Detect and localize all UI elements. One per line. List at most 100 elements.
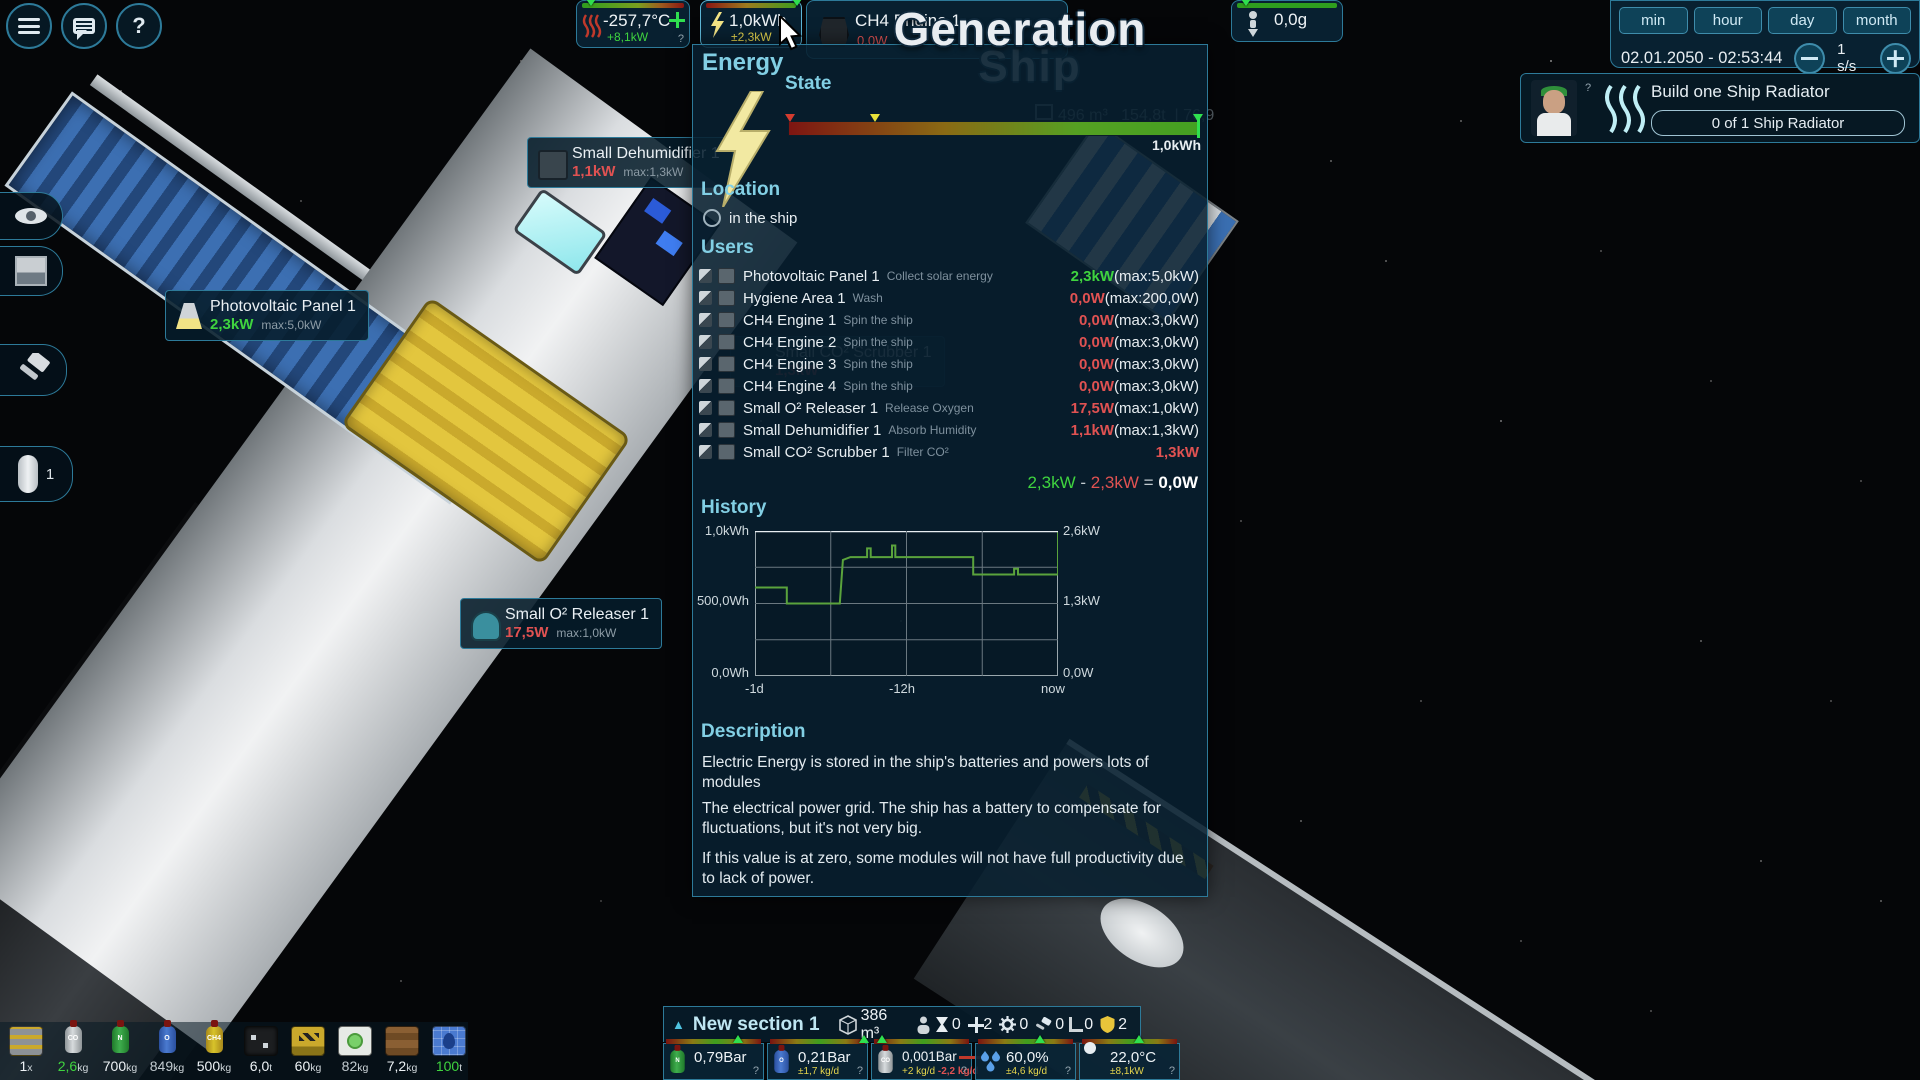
help-hint[interactable]: ? <box>752 1065 759 1077</box>
speed-increase-button[interactable] <box>1880 42 1911 74</box>
time-step-month-button[interactable]: month <box>1842 7 1911 34</box>
state-gauge <box>785 114 1203 138</box>
heat-icon <box>582 14 602 38</box>
users-heading: Users <box>701 237 754 258</box>
help-hint[interactable]: ? <box>1585 82 1592 94</box>
location-option[interactable]: in the ship <box>703 209 797 227</box>
help-button[interactable]: ? <box>116 3 162 49</box>
toolbar-build-button[interactable] <box>0 344 67 396</box>
help-hint[interactable]: ? <box>677 33 684 45</box>
menu-icon <box>18 18 40 34</box>
time-step-min-button[interactable]: min <box>1619 7 1688 34</box>
stat-rooms: 0 <box>1084 1015 1094 1033</box>
user-row[interactable]: CH4 Engine 1 Spin the ship 0,0W (max:3,0kW… <box>699 309 1199 331</box>
radio-icon <box>703 209 721 227</box>
temperature-delta: +8,1kW <box>607 30 649 44</box>
user-row[interactable]: CH4 Engine 3 Spin the ship 0,0W (max:3,0kW… <box>699 353 1199 375</box>
add-heater-icon[interactable] <box>669 12 685 28</box>
eye-icon <box>15 208 47 224</box>
widget-o2-pressure[interactable]: O 0,21Bar ±1,7 kg/d ? <box>767 1035 870 1080</box>
resource-tools[interactable]: 60kg <box>286 1026 330 1074</box>
time-step-day-button[interactable]: day <box>1768 7 1837 34</box>
status-icon <box>699 423 712 437</box>
user-row[interactable]: Small CO² Scrubber 1 Filter CO² 1,3kW <box>699 441 1199 463</box>
user-row[interactable]: CH4 Engine 2 Spin the ship 0,0W (max:3,0kW… <box>699 331 1199 353</box>
history-heading: History <box>701 497 767 518</box>
widget-temperature[interactable]: 22,0°C ±8,1kW ? <box>1079 1035 1180 1080</box>
resource-soil[interactable]: 7,2kg <box>380 1026 424 1074</box>
toolbar-capsule-button[interactable]: 1 <box>0 446 73 502</box>
toolbar-screenshot-button[interactable] <box>0 246 63 296</box>
status-icon <box>699 269 712 283</box>
state-marker-target <box>870 114 881 122</box>
module-icon <box>718 444 735 460</box>
gauge-bar <box>978 1039 1073 1044</box>
state-endtick <box>1197 118 1200 138</box>
resource-oxygen[interactable]: O 849kg <box>145 1020 189 1074</box>
gauge-marker <box>859 1035 870 1043</box>
resource-co2[interactable]: CO 2,6kg <box>51 1020 95 1074</box>
hourglass-icon <box>935 1016 949 1033</box>
widget-humidity[interactable]: 60,0% ±4,6 kg/d ? <box>975 1035 1076 1080</box>
help-hint[interactable]: ? <box>1168 1065 1175 1077</box>
advisor-avatar[interactable] <box>1531 80 1577 136</box>
panel-title: Energy <box>702 49 784 76</box>
power-value: 17,5W <box>505 624 549 641</box>
resource-nitrogen[interactable]: N 700kg <box>98 1020 142 1074</box>
energy-panel: Energy State 1,0kWh Location in the ship… <box>692 44 1208 897</box>
x-axis-label: -1d <box>745 681 764 696</box>
world-label-o2-releaser[interactable]: Small O² Releaser 1 17,5W max:1,0kW <box>460 598 663 649</box>
resource-raw-material[interactable]: 6,0t <box>239 1026 283 1074</box>
ch4-bottle-icon: CH4 <box>205 1020 223 1053</box>
help-hint[interactable]: ? <box>1064 1065 1071 1077</box>
resource-food[interactable]: 82kg <box>333 1026 377 1074</box>
quest-panel[interactable]: ? Build one Ship Radiator 0 of 1 Ship Ra… <box>1520 73 1920 143</box>
module-icon <box>718 290 735 306</box>
gauge-bar <box>874 1039 969 1044</box>
user-row[interactable]: Hygiene Area 1 Wash 0,0W (max:200,0W) <box>699 287 1199 309</box>
sensor-gravity[interactable]: 0,0g <box>1231 0 1343 42</box>
widget-n2-pressure[interactable]: N 0,79Bar ? <box>663 1035 764 1080</box>
user-row[interactable]: Small O² Releaser 1 Release Oxygen 17,5W(… <box>699 397 1199 419</box>
capsule-icon <box>17 455 38 493</box>
sensor-temperature[interactable]: -257,7°C +8,1kW ? <box>576 0 690 48</box>
tools-crate-icon <box>291 1026 325 1056</box>
user-row[interactable]: Small Dehumidifier 1 Absorb Humidity 1,1k… <box>699 419 1199 441</box>
y2-axis-label: 0,0W <box>1063 665 1094 680</box>
gauge-bar <box>1082 1039 1177 1044</box>
world-label-photovoltaic[interactable]: Photovoltaic Panel 1 2,3kW max:5,0kW <box>165 290 369 341</box>
mouse-cursor <box>779 16 803 51</box>
toolbar-view-button[interactable] <box>0 192 63 240</box>
help-hint[interactable]: ? <box>856 1065 863 1077</box>
y-axis-label: 500,0Wh <box>696 593 749 608</box>
resource-water[interactable]: 100t <box>427 1026 471 1074</box>
speed-decrease-button[interactable] <box>1794 42 1826 74</box>
module-icon <box>718 334 735 350</box>
state-current-value: 1,0kWh <box>1151 137 1201 153</box>
gauge-marker <box>733 1035 744 1043</box>
gear-icon <box>999 1016 1017 1033</box>
hammer-icon <box>1035 1016 1052 1033</box>
gauge-marker <box>1241 0 1251 6</box>
energy-lightning-icon <box>715 91 771 207</box>
temperature-value: -257,7°C <box>603 11 671 30</box>
menu-button[interactable] <box>6 3 52 49</box>
state-marker-min <box>785 114 795 122</box>
user-row[interactable]: CH4 Engine 4 Spin the ship 0,0W (max:3,0kW… <box>699 375 1199 397</box>
co2-bottle-icon: CO <box>878 1044 893 1073</box>
messages-button[interactable] <box>61 3 107 49</box>
image-icon <box>15 256 47 286</box>
resource-methane[interactable]: CH4 500kg <box>192 1020 236 1074</box>
time-step-hour-button[interactable]: hour <box>1693 7 1762 34</box>
resource-modules[interactable]: 1x <box>4 1026 48 1074</box>
shield-icon <box>1100 1016 1115 1033</box>
o2-releaser-icon <box>471 611 501 641</box>
widget-co2-pressure[interactable]: CO 0,001Bar +2 kg/d -2,2 kg/d ? <box>871 1035 981 1080</box>
n2-bottle-icon: N <box>670 1044 685 1073</box>
help-hint[interactable]: ? <box>960 1065 967 1077</box>
collapse-icon[interactable]: ▲ <box>672 1017 685 1032</box>
user-row[interactable]: Photovoltaic Panel 1 Collect solar energy… <box>699 265 1199 287</box>
state-heading: State <box>785 73 832 94</box>
module-icon <box>718 356 735 372</box>
